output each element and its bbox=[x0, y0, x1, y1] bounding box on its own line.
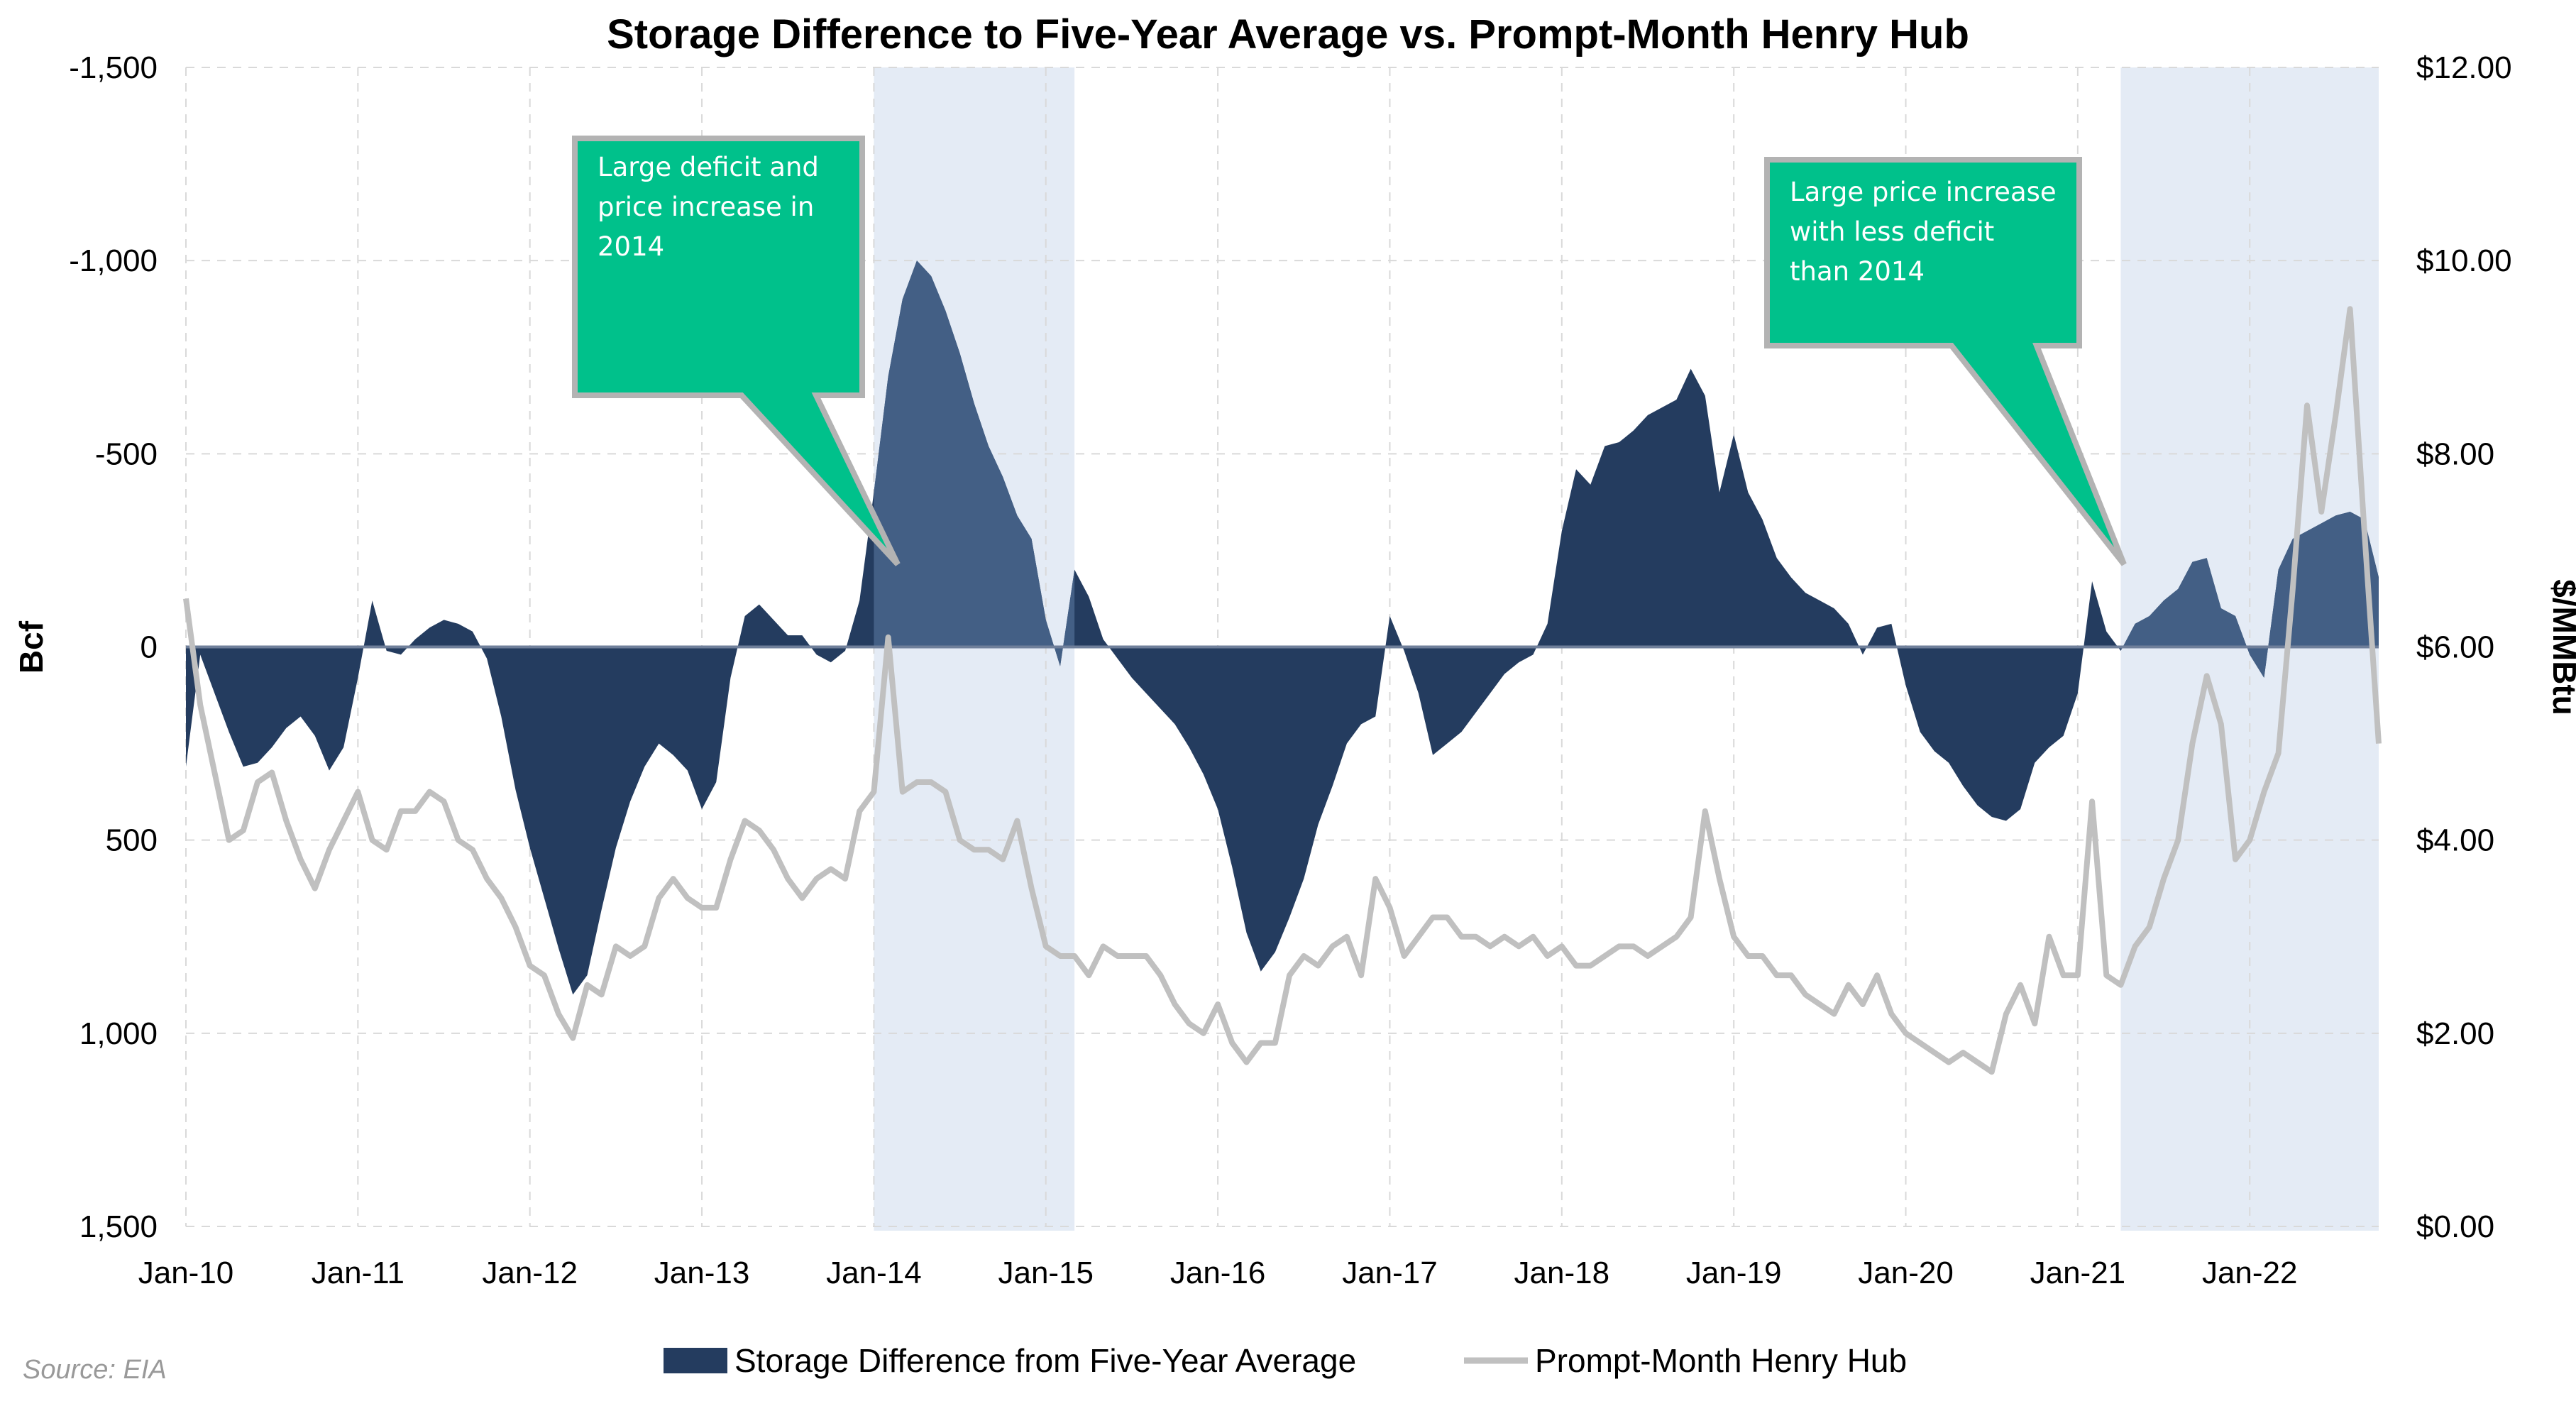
callout-2: Large price increase with less deficit tha… bbox=[1764, 157, 2127, 566]
x-tick-label: Jan-12 bbox=[482, 1256, 578, 1290]
left-axis-ticks: -1,500 -1,000 -500 0 500 1,000 1,500 bbox=[69, 50, 158, 1244]
left-tick-label: -1,500 bbox=[69, 50, 158, 85]
x-tick-label: Jan-17 bbox=[1342, 1256, 1438, 1290]
right-tick-label: $12.00 bbox=[2416, 50, 2512, 85]
x-tick-label: Jan-20 bbox=[1858, 1256, 1954, 1290]
storage-area bbox=[186, 260, 2379, 995]
left-axis-title: Bcf bbox=[13, 620, 50, 674]
highlight-bands bbox=[874, 67, 2379, 1231]
x-tick-label: Jan-19 bbox=[1686, 1256, 1782, 1290]
x-tick-label: Jan-15 bbox=[998, 1256, 1094, 1290]
right-axis-ticks: $12.00 $10.00 $8.00 $6.00 $4.00 $2.00 $0.00 bbox=[2416, 50, 2512, 1244]
callout-shape bbox=[1764, 157, 2127, 566]
legend-swatch-storage bbox=[664, 1348, 727, 1373]
left-tick-label: 0 bbox=[141, 630, 158, 665]
legend-label-storage: Storage Difference from Five-Year Averag… bbox=[734, 1342, 1356, 1379]
x-tick-label: Jan-13 bbox=[654, 1256, 750, 1290]
right-tick-label: $2.00 bbox=[2416, 1016, 2494, 1051]
chart-title: Storage Difference to Five-Year Average … bbox=[607, 11, 1969, 57]
right-tick-label: $10.00 bbox=[2416, 243, 2512, 278]
left-tick-label: 500 bbox=[106, 823, 158, 858]
right-tick-label: $4.00 bbox=[2416, 823, 2494, 858]
x-tick-label: Jan-21 bbox=[2030, 1256, 2126, 1290]
x-tick-label: Jan-11 bbox=[312, 1256, 404, 1290]
henry-hub-line bbox=[183, 306, 2382, 1075]
source-note: Source: EIA bbox=[23, 1355, 167, 1385]
x-axis-ticks: Jan-10 Jan-11 Jan-12 Jan-13 Jan-14 Jan-15 Jan-… bbox=[138, 1256, 2298, 1290]
right-tick-label: $0.00 bbox=[2416, 1209, 2494, 1244]
callout-text-line: Large deficit and bbox=[598, 152, 819, 182]
callout-text-line: 2014 bbox=[598, 231, 664, 262]
x-tick-label: Jan-16 bbox=[1170, 1256, 1266, 1290]
left-tick-label: -1,000 bbox=[69, 243, 158, 278]
legend: Storage Difference from Five-Year Averag… bbox=[664, 1342, 1907, 1379]
left-tick-label: -500 bbox=[95, 436, 158, 471]
callout-1: Large deficit and price increase in 2014 bbox=[572, 136, 901, 566]
x-tick-label: Jan-18 bbox=[1514, 1256, 1610, 1290]
legend-label-henry-hub: Prompt-Month Henry Hub bbox=[1535, 1342, 1907, 1379]
callout-text-line: than 2014 bbox=[1790, 256, 1925, 287]
storage-area-series bbox=[186, 260, 2379, 995]
highlight-band-1 bbox=[874, 67, 1075, 1231]
left-tick-label: 1,000 bbox=[79, 1016, 158, 1051]
x-tick-label: Jan-10 bbox=[138, 1256, 234, 1290]
right-tick-label: $6.00 bbox=[2416, 630, 2494, 665]
x-tick-label: Jan-14 bbox=[826, 1256, 922, 1290]
callout-text-line: Large price increase bbox=[1790, 177, 2057, 207]
right-tick-label: $8.00 bbox=[2416, 436, 2494, 471]
right-axis-title: $/MMBtu bbox=[2546, 579, 2576, 715]
x-tick-label: Jan-22 bbox=[2202, 1256, 2298, 1290]
callout-text-line: price increase in bbox=[598, 192, 814, 222]
callout-text-line: with less deficit bbox=[1790, 216, 1994, 247]
callout-shape bbox=[572, 136, 901, 566]
henry-hub-line-series bbox=[183, 306, 2382, 1075]
left-tick-label: 1,500 bbox=[79, 1209, 158, 1244]
